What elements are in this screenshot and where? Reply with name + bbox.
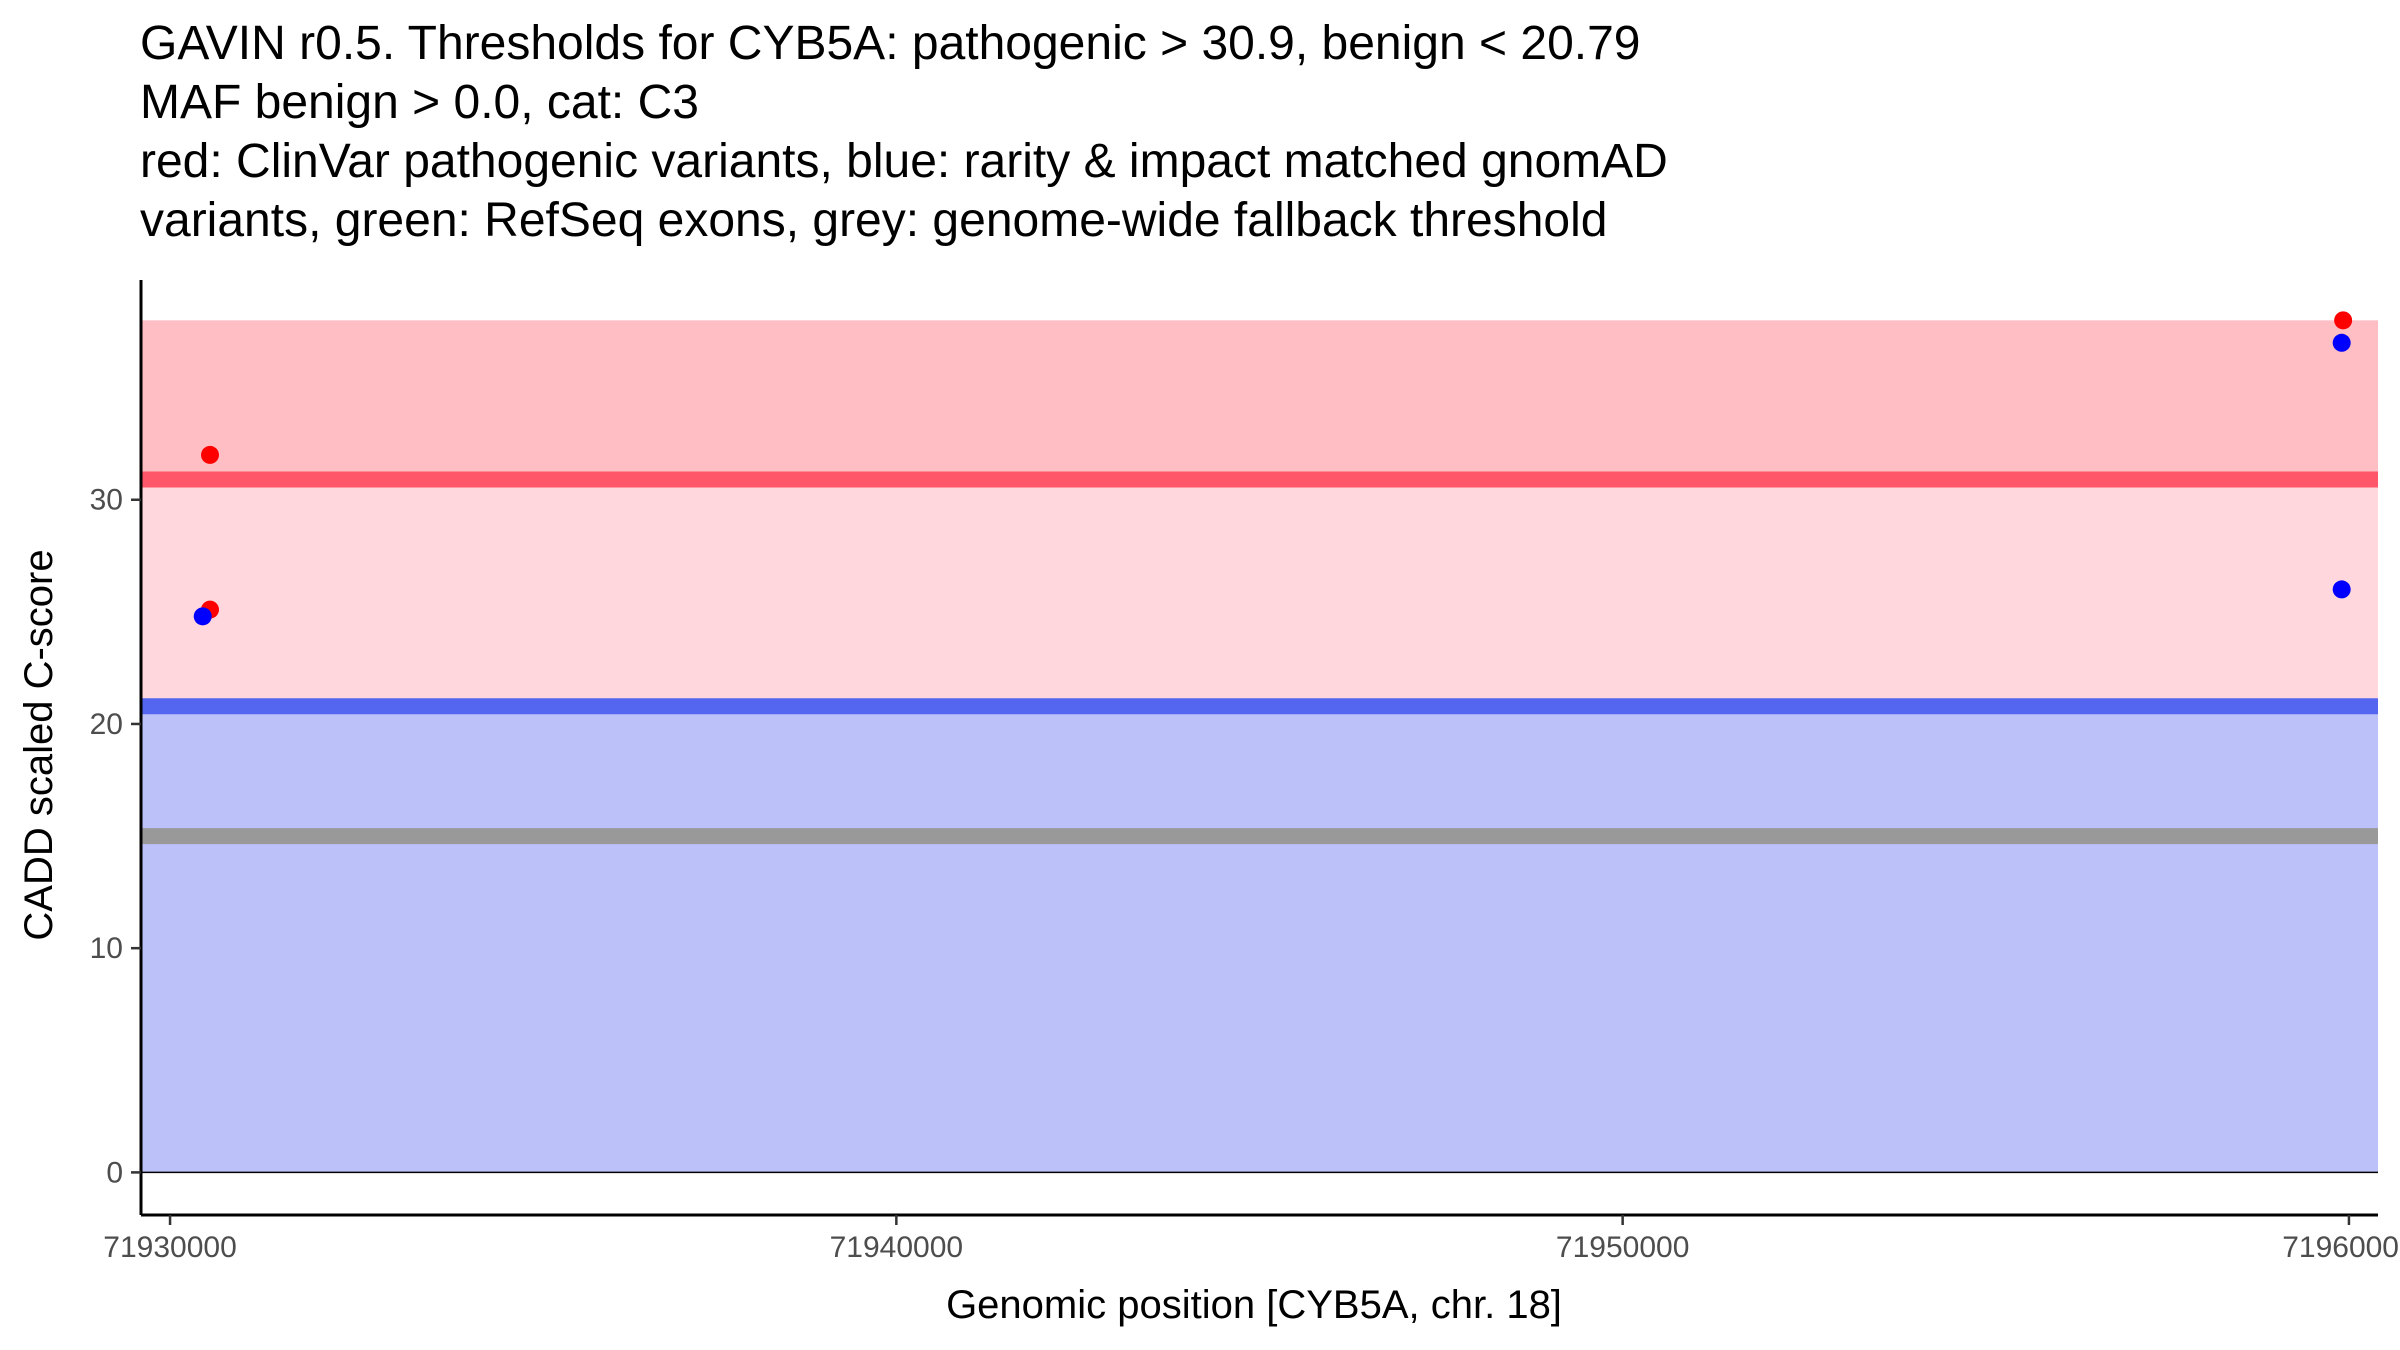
band-layer xyxy=(141,320,2378,1173)
axis-layer: 0 10 20 30 71930000 71940000 71950000 71960000 xyxy=(90,280,2400,1264)
chart-title: GAVIN r0.5. Thresholds for CYB5A: pathog… xyxy=(140,14,2360,250)
x-tick-label: 71960000 xyxy=(2282,1231,2400,1264)
y-tick-label: 30 xyxy=(90,484,123,517)
pathogenic-region xyxy=(141,320,2378,480)
point-layer xyxy=(193,311,2353,626)
data-point-clinvar-2 xyxy=(2334,311,2353,330)
benign-region xyxy=(141,706,2378,1173)
y-tick-label: 20 xyxy=(90,708,123,741)
title-line-1: GAVIN r0.5. Thresholds for CYB5A: pathog… xyxy=(140,17,1641,70)
data-point-gnomad-1 xyxy=(2332,333,2351,352)
title-line-3: red: ClinVar pathogenic variants, blue: … xyxy=(140,135,1668,188)
data-point-gnomad-0 xyxy=(193,607,212,626)
x-tick-label: 71950000 xyxy=(1556,1231,1689,1264)
title-line-2: MAF benign > 0.0, cat: C3 xyxy=(140,76,699,129)
intermediate-region xyxy=(141,479,2378,707)
data-point-gnomad-2 xyxy=(2332,580,2351,599)
y-axis-title: CADD scaled C-score xyxy=(17,549,61,940)
y-tick-label: 0 xyxy=(106,1156,123,1189)
x-axis-title: Genomic position [CYB5A, chr. 18] xyxy=(946,1283,1562,1327)
data-point-clinvar-0 xyxy=(200,445,219,464)
x-tick-label: 71930000 xyxy=(103,1231,236,1264)
title-line-4: variants, green: RefSeq exons, grey: gen… xyxy=(140,194,1608,247)
threshold-line-layer xyxy=(141,471,2378,1174)
y-tick-label: 10 xyxy=(90,932,123,965)
x-tick-label: 71940000 xyxy=(830,1231,963,1264)
